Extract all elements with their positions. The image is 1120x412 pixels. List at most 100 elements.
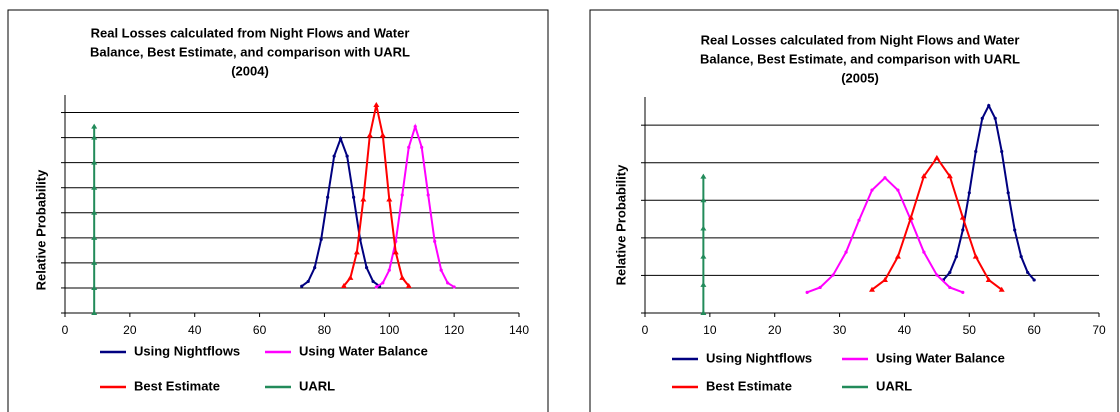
marker	[869, 286, 875, 292]
legend-label: Using Water Balance	[876, 350, 1005, 365]
marker	[340, 282, 347, 288]
marker	[379, 132, 386, 138]
x-tick-label: 50	[963, 323, 977, 337]
marker	[1032, 278, 1036, 282]
marker	[1026, 270, 1030, 275]
marker	[374, 285, 378, 289]
chart-title: Balance, Best Estimate, and comparison w…	[700, 51, 1020, 66]
marker	[300, 284, 304, 288]
chart-title: Real Losses calculated from Night Flows …	[701, 32, 1020, 47]
chart-title: (2004)	[231, 63, 269, 78]
marker	[400, 193, 404, 197]
marker	[399, 274, 406, 280]
marker	[306, 279, 310, 284]
x-tick-label: 120	[444, 323, 464, 337]
marker	[91, 209, 98, 215]
y-axis-title: Relative Probability	[33, 169, 48, 290]
legend-label: UARL	[299, 378, 335, 393]
marker	[91, 184, 98, 190]
legend-label: Using Water Balance	[299, 343, 428, 358]
chart-frame	[589, 9, 1119, 412]
chart-frame	[7, 9, 549, 412]
marker	[907, 214, 914, 220]
x-tick-label: 20	[123, 323, 137, 337]
marker	[313, 266, 317, 270]
marker	[452, 285, 456, 289]
marker	[91, 159, 98, 165]
marker	[413, 124, 417, 129]
legend-label: UARL	[876, 378, 912, 393]
marker	[896, 188, 900, 192]
legend-label: Best Estimate	[134, 378, 220, 393]
marker	[345, 154, 349, 158]
marker	[439, 268, 443, 272]
marker	[933, 154, 940, 160]
marker	[857, 218, 861, 222]
marker	[922, 250, 926, 254]
marker	[700, 225, 707, 231]
marker	[935, 273, 939, 277]
marker	[831, 273, 835, 277]
marker	[420, 145, 424, 149]
x-tick-label: 40	[188, 323, 202, 337]
marker	[818, 285, 822, 290]
marker	[961, 228, 965, 232]
marker	[1006, 191, 1010, 195]
marker	[1000, 149, 1004, 154]
marker	[373, 102, 380, 108]
chart-title: (2005)	[841, 70, 879, 85]
marker	[91, 134, 98, 140]
x-tick-label: 30	[833, 323, 847, 337]
marker	[805, 290, 809, 294]
marker	[319, 237, 323, 241]
marker	[967, 191, 971, 195]
marker	[881, 276, 888, 282]
marker	[1013, 228, 1017, 232]
marker	[870, 188, 874, 192]
marker	[91, 234, 98, 240]
marker	[446, 281, 450, 285]
marker	[371, 279, 375, 284]
marker	[700, 253, 707, 259]
marker	[974, 149, 978, 154]
marker	[392, 249, 399, 255]
chart-title: Balance, Best Estimate, and comparison w…	[90, 44, 410, 59]
marker	[948, 270, 952, 275]
marker	[91, 259, 98, 265]
marker	[347, 274, 354, 280]
marker	[998, 286, 1005, 292]
x-tick-label: 0	[642, 323, 649, 337]
x-tick-label: 20	[768, 323, 782, 337]
x-tick-label: 140	[509, 323, 529, 337]
marker	[433, 239, 437, 243]
marker	[366, 132, 373, 138]
marker	[332, 154, 336, 158]
x-tick-label: 80	[318, 323, 332, 337]
marker	[700, 197, 707, 203]
marker	[987, 104, 991, 108]
marker	[993, 116, 997, 121]
marker	[407, 145, 411, 149]
marker	[381, 281, 385, 285]
legend-label: Using Nightflows	[706, 350, 812, 365]
x-tick-label: 10	[703, 323, 717, 337]
marker	[972, 253, 979, 259]
marker	[948, 285, 952, 290]
marker	[894, 253, 901, 259]
marker	[353, 249, 360, 255]
y-axis-title: Relative Probability	[613, 164, 628, 285]
marker	[700, 281, 707, 287]
marker	[700, 173, 707, 179]
marker	[700, 310, 707, 315]
marker	[91, 123, 98, 129]
marker	[985, 276, 992, 282]
marker	[364, 266, 369, 270]
marker	[405, 282, 412, 288]
x-tick-label: 0	[62, 323, 69, 337]
marker	[352, 195, 356, 199]
marker	[1019, 255, 1023, 259]
marker	[844, 250, 848, 254]
x-tick-label: 40	[898, 323, 912, 337]
marker	[954, 255, 958, 259]
